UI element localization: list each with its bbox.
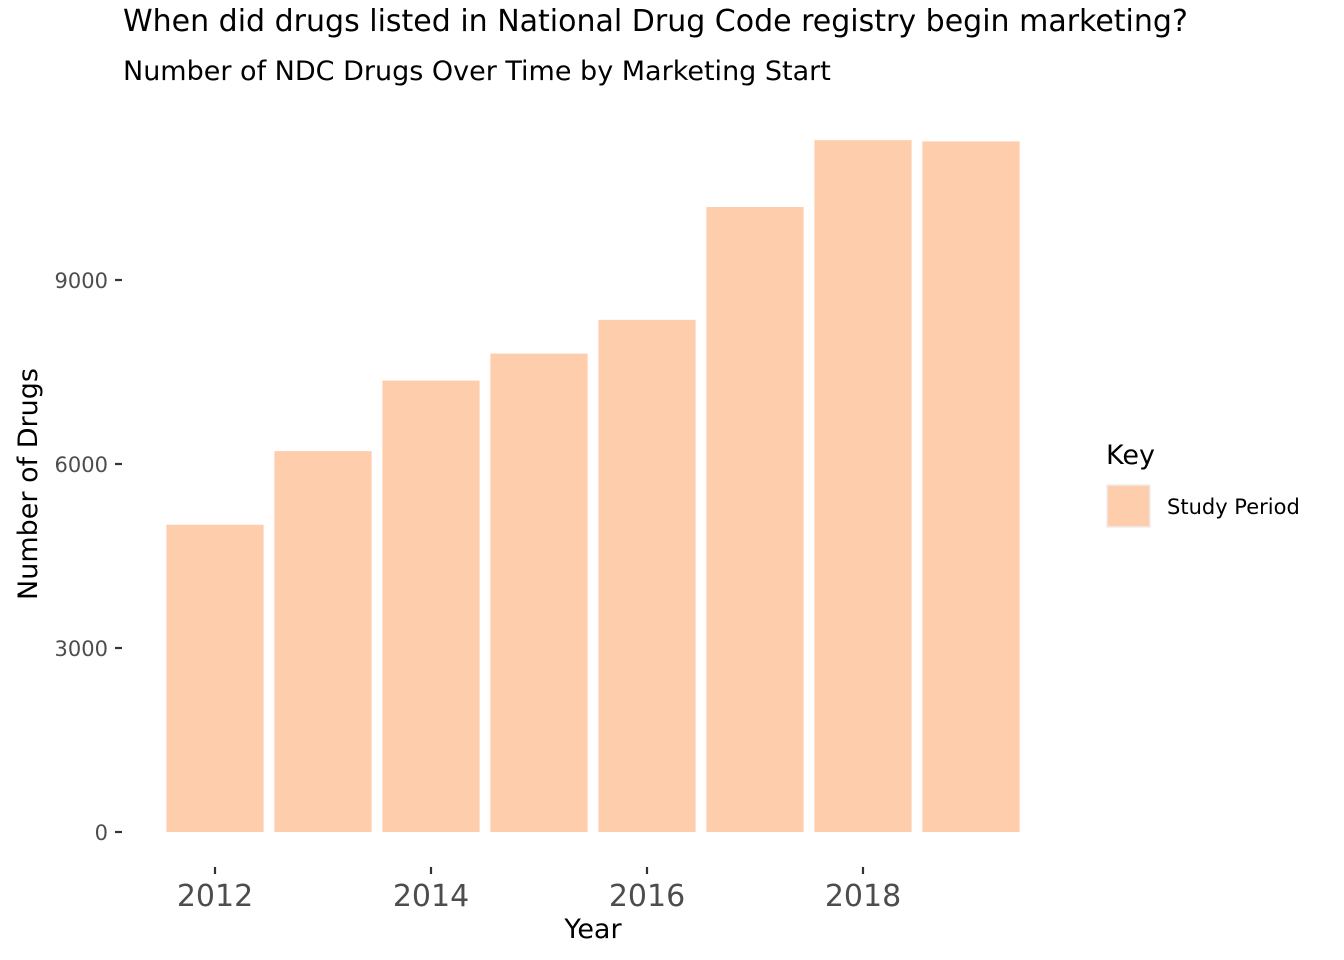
bar-2019 — [922, 141, 1020, 833]
legend: Key Study Period — [1106, 440, 1300, 528]
bar-2015 — [490, 353, 588, 832]
legend-title: Key — [1106, 440, 1155, 471]
chart-title: When did drugs listed in National Drug C… — [123, 4, 1188, 39]
x-tick-label-2018: 2018 — [825, 879, 901, 914]
y-tick-label-6000: 6000 — [55, 453, 108, 477]
y-tick-label-9000: 9000 — [55, 269, 108, 293]
y-tick-label-3000: 3000 — [55, 637, 108, 661]
bar-2012 — [166, 524, 264, 832]
y-tick-label-0: 0 — [95, 821, 108, 845]
bars-group — [166, 140, 1020, 833]
bar-2016 — [598, 319, 696, 832]
y-axis: 0 3000 6000 9000 — [55, 269, 122, 845]
legend-swatch — [1106, 484, 1151, 528]
bar-2017 — [706, 207, 804, 833]
bar-2013 — [274, 451, 372, 832]
x-tick-label-2012: 2012 — [177, 879, 253, 914]
legend-label: Study Period — [1167, 495, 1300, 519]
chart-subtitle: Number of NDC Drugs Over Time by Marketi… — [123, 56, 831, 87]
x-axis: 2012 2014 2016 2018 — [177, 867, 901, 914]
bar-2018 — [814, 140, 912, 832]
bar-2014 — [382, 380, 480, 832]
x-axis-title: Year — [563, 914, 622, 945]
x-tick-label-2014: 2014 — [393, 879, 469, 914]
x-tick-label-2016: 2016 — [609, 879, 685, 914]
y-axis-title: Number of Drugs — [13, 368, 44, 600]
